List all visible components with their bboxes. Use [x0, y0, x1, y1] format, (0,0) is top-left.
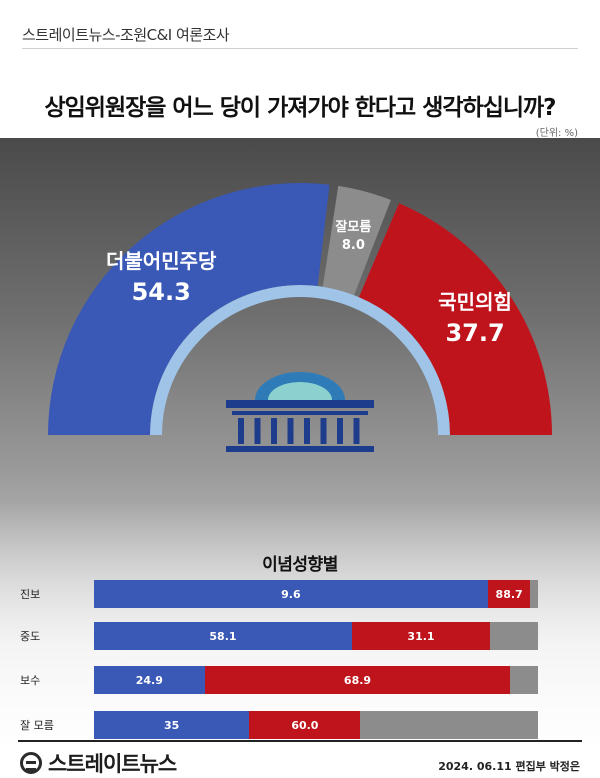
- brand-name: 스트레이트뉴스: [48, 752, 177, 776]
- stacked-bar: 58.1 31.1: [94, 622, 538, 650]
- footer-divider: [18, 740, 582, 742]
- slice-2: [358, 203, 552, 435]
- inner-ring: [150, 285, 450, 436]
- bar-segment-s1: 88.7: [487, 580, 531, 608]
- bar-category-label: 진보: [20, 588, 41, 601]
- bar-category-label: 보수: [20, 674, 41, 687]
- credit-line: 2024. 06.11 편집부 박정은: [438, 760, 580, 773]
- bar-category-label: 중도: [20, 630, 41, 643]
- bar-row: 잘 모름 35 60.0: [0, 711, 600, 739]
- bar-segment-s0: 58.1: [94, 622, 352, 650]
- question-title: 상임위원장을 어느 당이 가져가야 한다고 생각하십니까?: [44, 95, 556, 121]
- bar-segment-s0: 9.6: [94, 580, 488, 608]
- unit-label: (단위: %): [535, 128, 578, 139]
- logo-mark-icon: [20, 752, 42, 774]
- stacked-bar: 24.9 68.9: [94, 666, 538, 694]
- bar-category-label: 잘 모름: [20, 719, 54, 732]
- slice-label-0: 더불어민주당: [106, 249, 217, 273]
- bar-segment-s1: 31.1: [351, 622, 491, 650]
- slice-1: [322, 185, 391, 296]
- stacked-bar: 9.6 88.7: [94, 580, 538, 608]
- bar-segment-s2: [530, 580, 538, 608]
- bar-segment-s2: [510, 666, 538, 694]
- bar-row: 진보 9.6 88.7: [0, 580, 600, 608]
- slice-value-0: 54.3: [132, 278, 191, 306]
- brand-logo: 스트레이트뉴스: [20, 748, 177, 778]
- survey-source: 스트레이트뉴스-조원C&I 여론조사: [22, 26, 230, 44]
- bar-segment-s2: [490, 622, 538, 650]
- slice-value-2: 37.7: [445, 319, 504, 347]
- bar-segment-s0: 35: [94, 711, 250, 739]
- slice-0: [48, 183, 330, 435]
- slice-value-1: 8.0: [342, 238, 365, 253]
- semicircle-chart: 더불어민주당 54.3 잘모름 8.0 국민의힘 37.7: [48, 183, 552, 452]
- bar-segment-s1: 68.9: [204, 666, 511, 694]
- bar-segment-s0: 24.9: [94, 666, 205, 694]
- ideology-chart-title: 이념성향별: [262, 555, 338, 575]
- stacked-bar: 35 60.0: [94, 711, 538, 739]
- header: 스트레이트뉴스-조원C&I 여론조사: [0, 0, 600, 50]
- assembly-building-icon: [226, 372, 374, 452]
- footer: 스트레이트뉴스 2024. 06.11 편집부 박정은: [0, 740, 600, 776]
- bar-row: 중도 58.1 31.1: [0, 622, 600, 650]
- bar-row: 보수 24.9 68.9: [0, 666, 600, 694]
- slice-label-1: 잘모름: [335, 220, 371, 235]
- bar-segment-s2: [360, 711, 538, 739]
- slice-label-2: 국민의힘: [438, 290, 512, 314]
- bar-segment-s1: 60.0: [249, 711, 361, 739]
- header-divider: [22, 48, 578, 49]
